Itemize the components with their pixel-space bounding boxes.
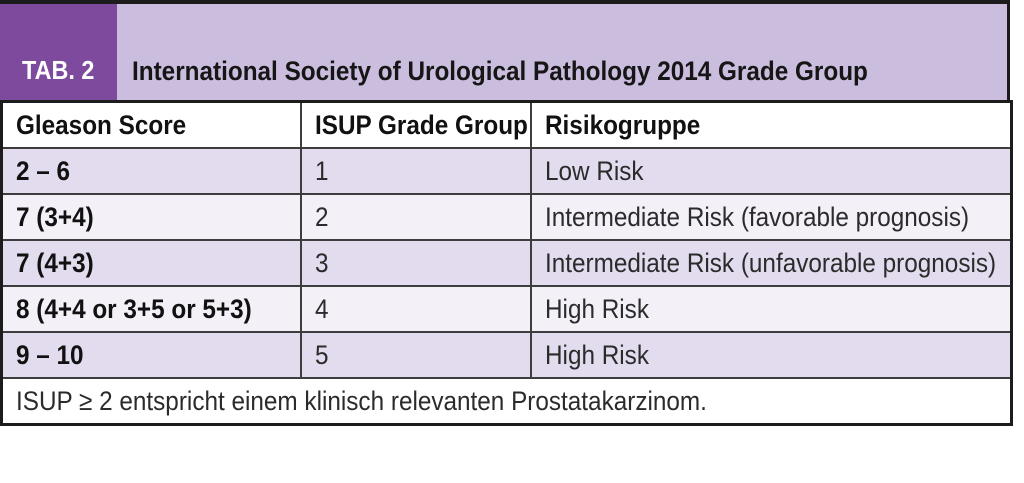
table-title: International Society of Urological Path…	[132, 56, 868, 86]
table-number-chip: TAB. 2	[0, 4, 117, 100]
cell-gleason: 2 – 6	[0, 147, 302, 195]
cell-risk: High Risk	[529, 331, 1013, 379]
table-row: 9 – 10 5 High Risk	[0, 331, 1013, 379]
cell-isup: 2	[299, 193, 532, 241]
header-row: Gleason Score ISUP Grade Group Risikogru…	[0, 100, 1013, 149]
table-number-label: TAB. 2	[22, 55, 95, 85]
cell-gleason: 7 (3+4)	[0, 193, 302, 241]
col-header-risikogruppe: Risikogruppe	[529, 100, 1013, 149]
cell-risk: Intermediate Risk (favorable prognosis)	[529, 193, 1013, 241]
cell-isup: 3	[299, 239, 532, 287]
col-header-isup-grade-group: ISUP Grade Group	[299, 100, 532, 149]
table-row: 2 – 6 1 Low Risk	[0, 147, 1013, 195]
grade-group-table: Gleason Score ISUP Grade Group Risikogru…	[0, 100, 1013, 426]
table-row: 8 (4+4 or 3+5 or 5+3) 4 High Risk	[0, 285, 1013, 333]
table-row: 7 (3+4) 2 Intermediate Risk (favorable p…	[0, 193, 1013, 241]
table-caption-band: TAB. 2 International Society of Urologic…	[0, 4, 1010, 100]
table-title-cell: International Society of Urological Path…	[117, 4, 1007, 100]
cell-gleason: 7 (4+3)	[0, 239, 302, 287]
table-row: 7 (4+3) 3 Intermediate Risk (unfavorable…	[0, 239, 1013, 287]
cell-gleason: 8 (4+4 or 3+5 or 5+3)	[0, 285, 302, 333]
table-figure: TAB. 2 International Society of Urologic…	[0, 0, 1013, 426]
cell-isup: 1	[299, 147, 532, 195]
footnote-row: ISUP ≥ 2 entspricht einem klinisch relev…	[0, 377, 1013, 426]
cell-isup: 5	[299, 331, 532, 379]
cell-risk: Intermediate Risk (unfavorable prognosis…	[529, 239, 1013, 287]
cell-isup: 4	[299, 285, 532, 333]
cell-risk: Low Risk	[529, 147, 1013, 195]
table-footnote: ISUP ≥ 2 entspricht einem klinisch relev…	[0, 377, 1013, 426]
cell-gleason: 9 – 10	[0, 331, 302, 379]
cell-risk: High Risk	[529, 285, 1013, 333]
top-rule	[0, 0, 1010, 4]
col-header-gleason-score: Gleason Score	[0, 100, 302, 149]
